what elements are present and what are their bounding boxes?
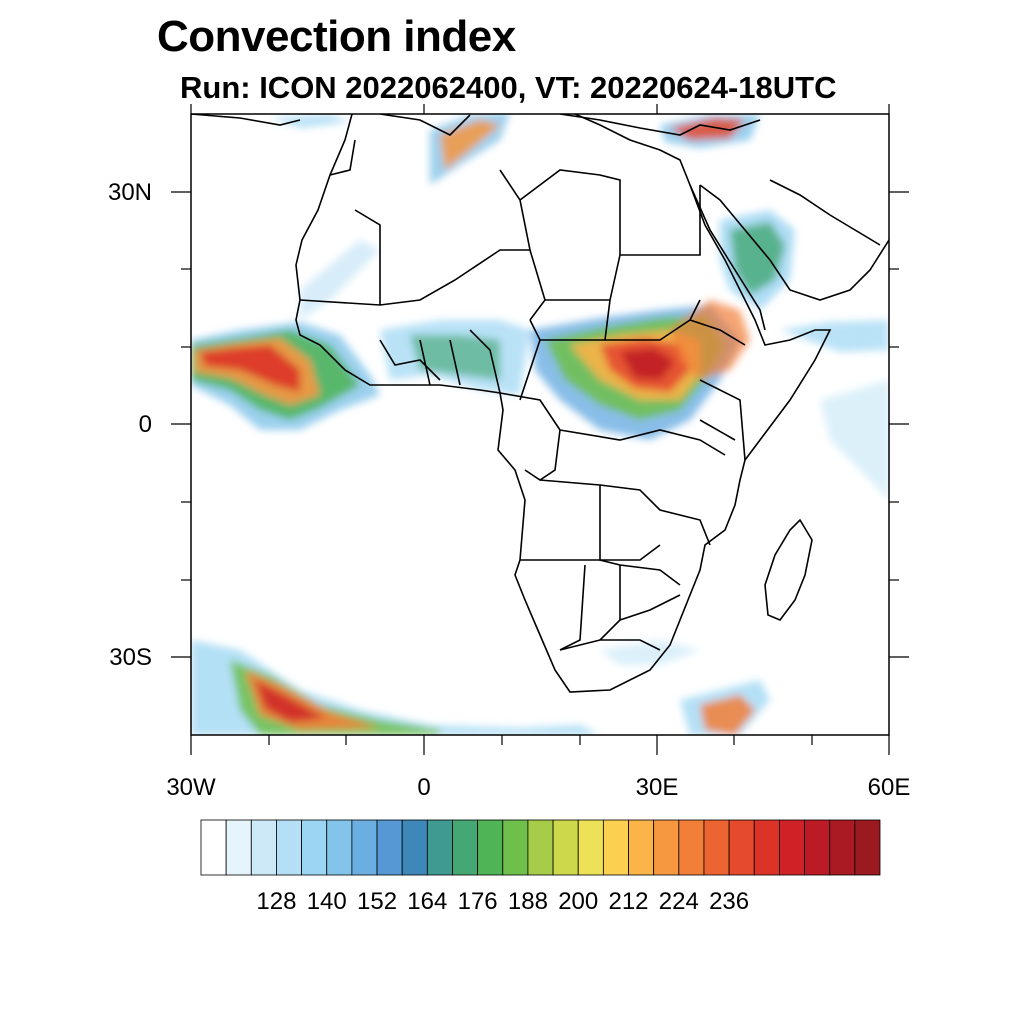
- colorbar-box: [779, 819, 805, 876]
- colorbar-box: [829, 819, 856, 876]
- colorbar-box: [552, 819, 579, 876]
- colorbar-box: [200, 819, 227, 876]
- colorbar-box: [452, 819, 479, 876]
- colorbar-box: [477, 819, 504, 876]
- colorbar-box: [401, 819, 428, 876]
- convection-field: [191, 114, 889, 735]
- colorbar-box: [703, 819, 730, 876]
- colorbar-tick-label: 164: [407, 888, 448, 915]
- colorbar-box: [653, 819, 680, 876]
- colorbar-tick-label: 128: [256, 888, 297, 915]
- colorbar-box: [351, 819, 378, 876]
- colorbar-box: [854, 819, 881, 876]
- colorbar-box: [527, 819, 554, 876]
- colorbar-box: [326, 819, 353, 876]
- colorbar-box: [804, 819, 831, 876]
- colorbar-box: [728, 819, 755, 876]
- colorbar-box: [225, 819, 252, 876]
- colorbar-tick-label: 152: [357, 888, 398, 915]
- colorbar-box: [250, 819, 277, 876]
- colorbar-box: [753, 819, 780, 876]
- coastlines: [191, 114, 889, 693]
- colorbar: [200, 819, 881, 876]
- colorbar-box: [426, 819, 453, 876]
- colorbar-tick-label: 224: [658, 888, 699, 915]
- colorbar-box: [602, 819, 629, 876]
- lon-label-30e: 30E: [635, 774, 679, 801]
- colorbar-box: [502, 819, 529, 876]
- lat-label-0: 0: [138, 411, 152, 438]
- colorbar-box: [628, 819, 655, 876]
- colorbar-box: [276, 819, 302, 876]
- colorbar-tick-label: 212: [608, 888, 649, 915]
- map-title: Convection index: [157, 12, 516, 61]
- axis-ticks: [171, 104, 909, 755]
- colorbar-tick-label: 236: [709, 888, 750, 915]
- colorbar-tick-label: 200: [558, 888, 599, 915]
- colorbar-box: [678, 819, 705, 876]
- lat-label-30s: 30S: [109, 644, 152, 671]
- colorbar-box: [301, 819, 328, 876]
- colorbar-box: [577, 819, 604, 876]
- colorbar-box: [376, 819, 403, 876]
- lon-label-30w: 30W: [166, 774, 216, 801]
- colorbar-tick-label: 176: [457, 888, 498, 915]
- lat-label-30n: 30N: [107, 179, 152, 206]
- colorbar-tick-label: 188: [507, 888, 548, 915]
- lon-label-60e: 60E: [867, 774, 911, 801]
- lon-label-0: 0: [417, 774, 431, 801]
- colorbar-tick-label: 140: [306, 888, 347, 915]
- map-subtitle: Run: ICON 2022062400, VT: 20220624-18UTC: [180, 70, 837, 105]
